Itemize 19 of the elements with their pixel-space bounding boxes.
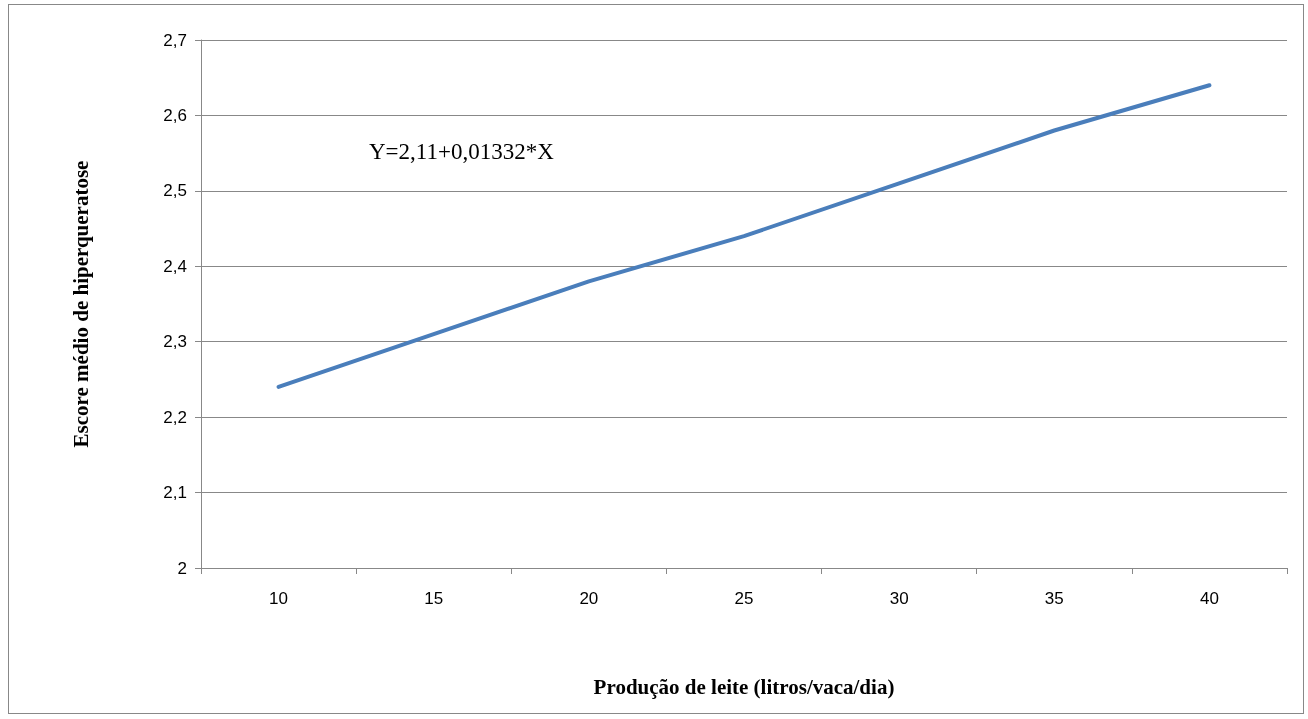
y-tick-label: 2,6 — [163, 105, 187, 125]
x-tick-label: 35 — [1044, 589, 1064, 608]
x-tick-label: 10 — [269, 589, 289, 608]
x-tick-label: 25 — [734, 589, 754, 608]
y-tick-label: 2,5 — [163, 181, 187, 201]
y-tick-label: 2,2 — [163, 407, 187, 427]
y-tick-label: 2,4 — [163, 256, 187, 276]
x-tick-label: 30 — [889, 589, 909, 608]
x-tick-label: 20 — [579, 589, 599, 608]
y-tick-label: 2,7 — [163, 30, 187, 50]
y-axis-title: Escore médio de hiperqueratose — [68, 160, 93, 448]
y-tick-label: 2 — [177, 558, 187, 578]
annotation: Y=2,11+0,01332*X — [369, 139, 555, 164]
y-tick-label: 2,1 — [163, 483, 187, 503]
x-axis-title: Produção de leite (litros/vaca/dia) — [593, 674, 895, 699]
x-tick-label: 40 — [1199, 589, 1219, 608]
line-series — [276, 83, 1212, 389]
y-tick-label: 2,3 — [163, 332, 187, 352]
x-tick-label: 15 — [424, 589, 444, 608]
